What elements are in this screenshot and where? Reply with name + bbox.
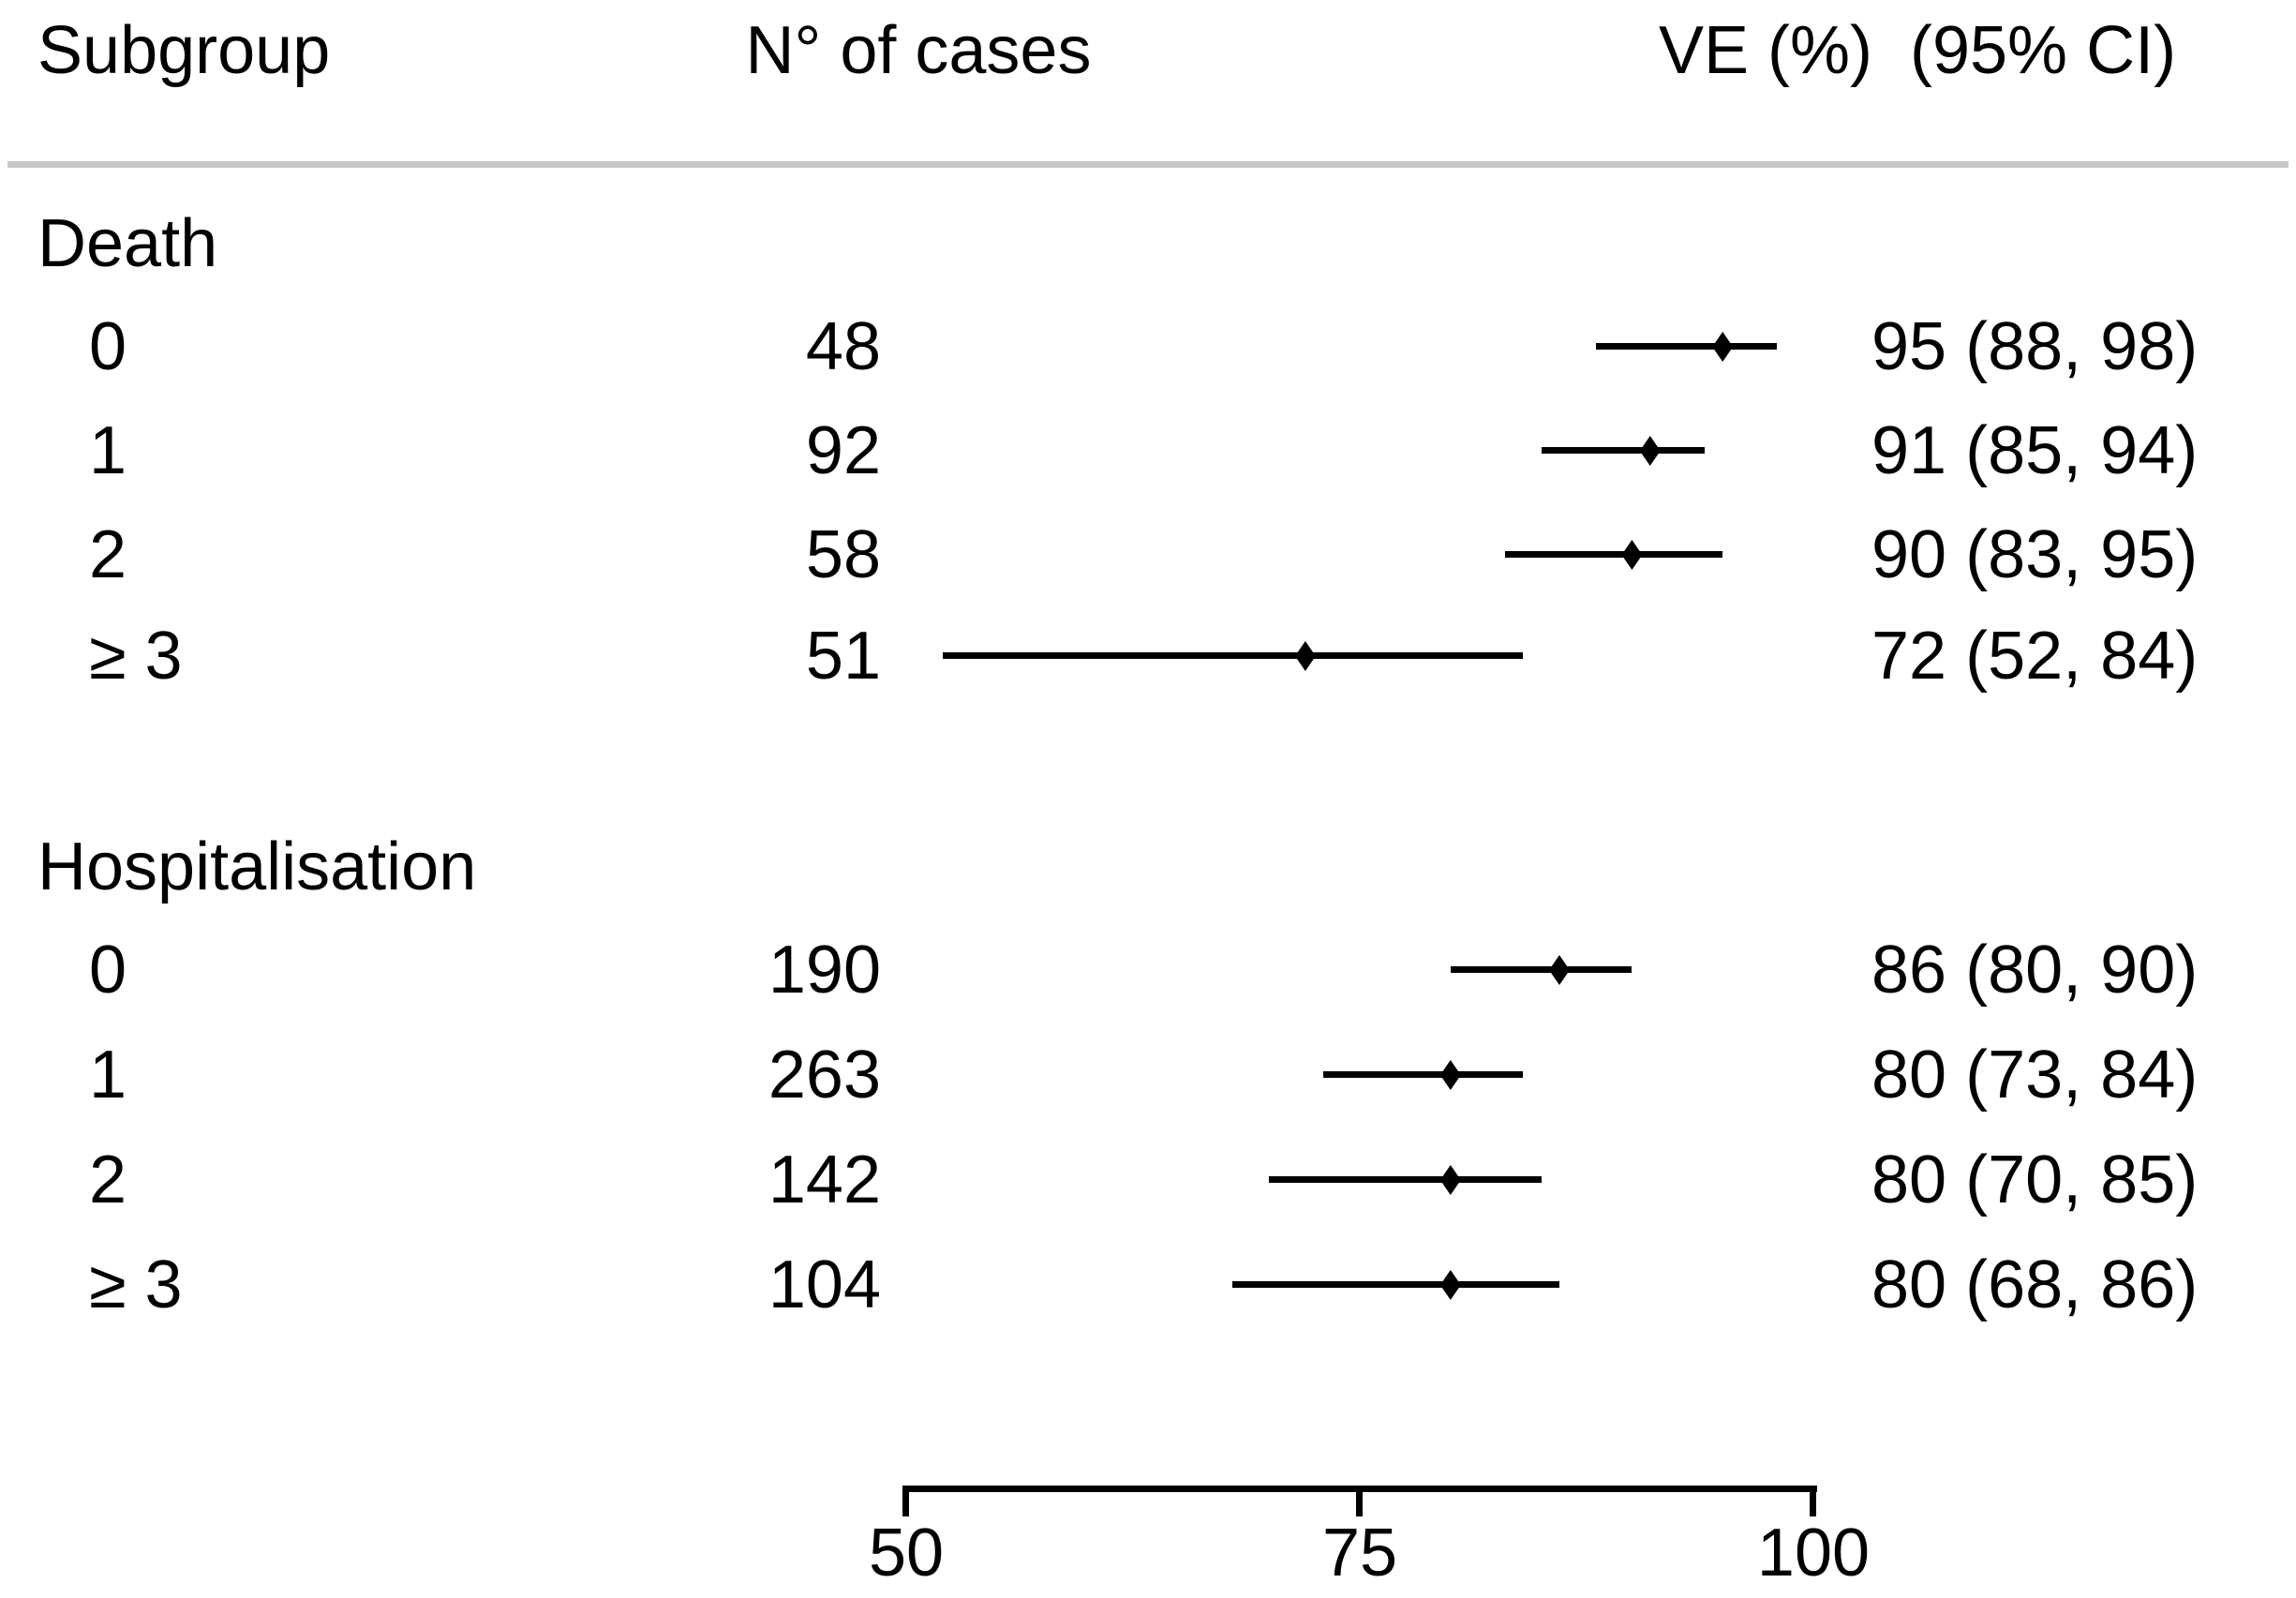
point-estimate-diamond	[1548, 955, 1570, 985]
row-label: ≥ 3	[89, 1247, 183, 1322]
x-axis-tick-label: 75	[1321, 1516, 1398, 1591]
ci-line	[1323, 1071, 1524, 1078]
row-label: 2	[89, 517, 127, 592]
case-count: 142	[768, 1142, 881, 1217]
ve-ci-text: 86 (80, 90)	[1871, 933, 2199, 1008]
row-label: 0	[89, 933, 127, 1008]
ci-line	[1232, 1281, 1559, 1288]
ve-ci-text: 72 (52, 84)	[1871, 619, 2199, 694]
x-axis-tick-label: 100	[1756, 1516, 1871, 1591]
row-label: ≥ 3	[89, 619, 183, 694]
point-estimate-diamond	[1294, 641, 1316, 671]
ci-line	[942, 652, 1524, 659]
point-estimate-diamond	[1639, 436, 1661, 466]
point-estimate-diamond	[1439, 1060, 1461, 1090]
point-estimate-diamond	[1439, 1165, 1461, 1195]
ci-line	[1504, 551, 1723, 558]
x-axis-tick	[1810, 1486, 1816, 1516]
point-estimate-diamond	[1712, 332, 1734, 362]
case-count: 51	[805, 619, 881, 694]
row-label: 0	[89, 309, 127, 384]
x-axis-tick-label: 50	[868, 1516, 945, 1591]
column-header-cases: N° of cases	[745, 13, 1092, 88]
case-count: 104	[768, 1247, 881, 1322]
ve-ci-text: 80 (70, 85)	[1871, 1142, 2199, 1217]
ci-line	[1269, 1176, 1542, 1183]
column-header-subgroup: Subgroup	[37, 13, 331, 88]
ci-line	[1595, 343, 1778, 350]
case-count: 263	[768, 1038, 881, 1113]
column-header-ve: VE (%) (95% CI)	[1658, 13, 2177, 88]
case-count: 58	[805, 517, 881, 592]
case-count: 48	[805, 309, 881, 384]
ve-ci-text: 90 (83, 95)	[1871, 517, 2199, 592]
header-divider	[7, 161, 2289, 168]
ve-ci-text: 80 (68, 86)	[1871, 1247, 2199, 1322]
case-count: 190	[768, 933, 881, 1008]
ci-line	[1541, 447, 1705, 454]
ve-ci-text: 91 (85, 94)	[1871, 413, 2199, 488]
x-axis-tick	[1356, 1486, 1363, 1516]
row-label: 2	[89, 1142, 127, 1217]
group-label-death: Death	[37, 206, 218, 281]
case-count: 92	[805, 413, 881, 488]
ve-ci-text: 80 (73, 84)	[1871, 1038, 2199, 1113]
point-estimate-diamond	[1621, 540, 1643, 570]
x-axis-tick	[902, 1486, 909, 1516]
ve-ci-text: 95 (88, 98)	[1871, 309, 2199, 384]
group-label-hospitalisation: Hospitalisation	[37, 829, 477, 904]
ci-line	[1450, 966, 1633, 973]
row-label: 1	[89, 1038, 127, 1113]
row-label: 1	[89, 413, 127, 488]
point-estimate-diamond	[1439, 1270, 1461, 1300]
